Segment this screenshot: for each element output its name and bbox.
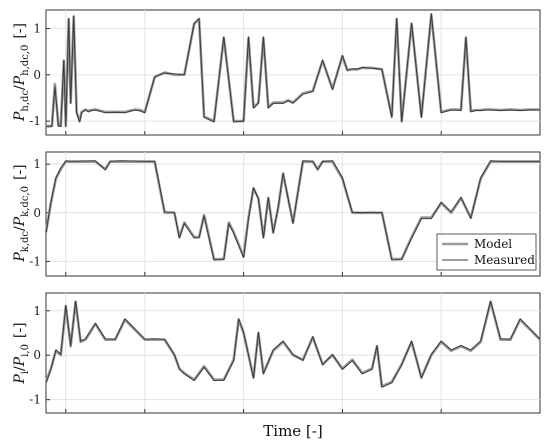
y-tick-label: -1 bbox=[29, 254, 41, 268]
y-axis-label: Pk,dc/Pk,dc,0[-] bbox=[12, 164, 31, 262]
y-tick-label: 1 bbox=[33, 157, 41, 171]
y-ticks: -1 0 1 bbox=[29, 304, 442, 413]
y-tick-label: -1 bbox=[29, 114, 41, 128]
series-line-measured bbox=[45, 160, 540, 261]
legend-box bbox=[436, 233, 537, 271]
y-axis-label: Ph,dc/Ph,dc,0[-] bbox=[12, 23, 31, 122]
y-tick-label: 0 bbox=[33, 206, 41, 220]
y-tick-label: 1 bbox=[33, 304, 41, 318]
panel-top: -1 0 1 Ph,dc/Ph,dc,0[-] bbox=[12, 9, 541, 136]
series-group bbox=[45, 13, 540, 128]
legend: Model Measured bbox=[436, 233, 537, 271]
y-tick-label: 1 bbox=[33, 22, 41, 36]
plot-area bbox=[45, 292, 541, 414]
y-ticks: -1 0 1 bbox=[29, 22, 442, 135]
y-tick-label: -1 bbox=[29, 393, 41, 407]
panel-bottom: -1 0 1 Pi/Pi,0[-] bbox=[12, 292, 541, 414]
grid bbox=[46, 293, 540, 413]
y-tick-label: 0 bbox=[33, 348, 41, 362]
series-group bbox=[44, 160, 540, 261]
legend-model-label: Model bbox=[474, 237, 512, 251]
legend-measured-label: Measured bbox=[474, 253, 535, 267]
panel-middle: -1 0 1 Pk,dc/Pk,dc,0[-] Model Measured bbox=[12, 151, 541, 277]
x-axis-label: Time [-] bbox=[263, 422, 322, 440]
series-line-measured bbox=[45, 300, 541, 388]
plot-area bbox=[45, 9, 541, 136]
y-tick-label: 0 bbox=[33, 68, 41, 82]
y-axis-label: Pi/Pi,0[-] bbox=[12, 322, 31, 384]
series-line-measured bbox=[45, 13, 540, 128]
series-group bbox=[44, 300, 541, 388]
